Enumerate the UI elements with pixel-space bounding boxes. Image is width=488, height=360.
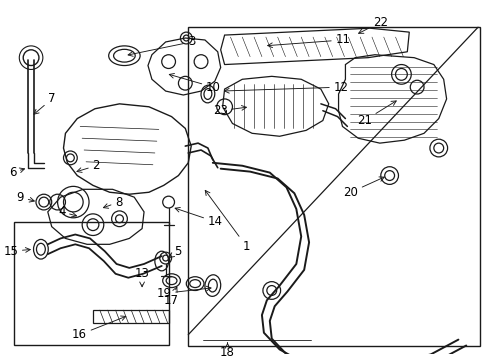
Text: 8: 8 — [103, 195, 122, 208]
Text: 23: 23 — [212, 104, 246, 117]
Text: 15: 15 — [3, 245, 30, 258]
Text: 5: 5 — [169, 245, 181, 258]
Text: 21: 21 — [356, 101, 395, 127]
Text: 6: 6 — [9, 166, 24, 179]
Text: 13: 13 — [134, 267, 149, 287]
Text: 20: 20 — [343, 177, 384, 199]
Text: 17: 17 — [163, 287, 178, 307]
Bar — [14, 222, 168, 345]
Text: 16: 16 — [72, 316, 125, 341]
Text: 18: 18 — [220, 343, 235, 359]
Text: 10: 10 — [169, 73, 220, 94]
Bar — [188, 27, 479, 346]
Text: 22: 22 — [358, 16, 387, 33]
Text: 19: 19 — [156, 286, 211, 300]
Text: 3: 3 — [128, 35, 195, 56]
Text: 12: 12 — [224, 81, 347, 94]
Text: 11: 11 — [267, 33, 349, 48]
Text: 1: 1 — [205, 190, 250, 253]
Text: 2: 2 — [77, 159, 100, 172]
Text: 9: 9 — [17, 191, 34, 204]
Text: 7: 7 — [34, 93, 56, 114]
Text: 4: 4 — [58, 206, 77, 219]
Text: 14: 14 — [175, 207, 222, 228]
